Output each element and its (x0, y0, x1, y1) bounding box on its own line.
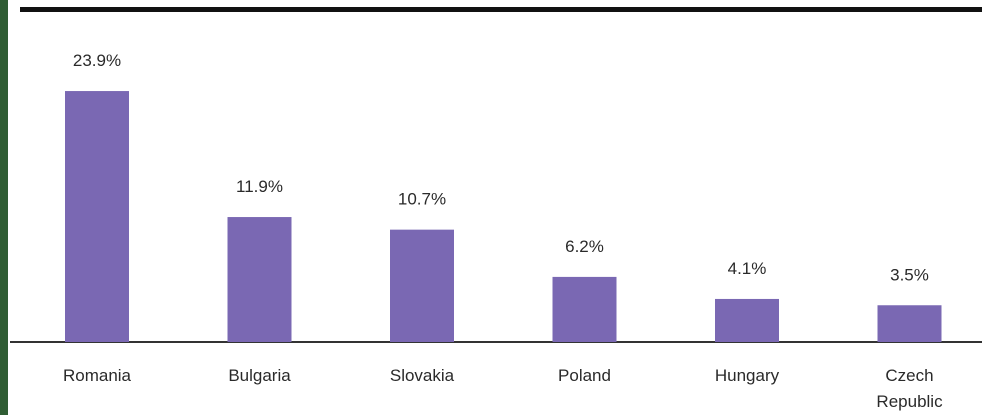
top-band (8, 0, 982, 8)
category-label-line: Slovakia (390, 366, 455, 385)
value-label: 3.5% (890, 265, 929, 284)
category-label-line: Bulgaria (228, 366, 291, 385)
category-label-line: Czech (885, 366, 933, 385)
category-label: Hungary (715, 366, 780, 385)
category-label-line: Poland (558, 366, 611, 385)
category-label: Poland (558, 366, 611, 385)
value-label: 6.2% (565, 237, 604, 256)
bar-slovakia (390, 229, 454, 342)
category-label: Slovakia (390, 366, 455, 385)
category-label-line: Republic (876, 392, 943, 411)
bar-czech-republic (877, 305, 942, 342)
bar-poland (552, 276, 617, 342)
category-label-line: Hungary (715, 366, 780, 385)
category-label: Czech Republic (876, 366, 943, 411)
category-label-line: Romania (63, 366, 132, 385)
bar-hungary (715, 298, 779, 342)
left-border (0, 0, 8, 415)
category-label: Romania (63, 366, 132, 385)
category-label: Bulgaria (228, 366, 291, 385)
value-label: 4.1% (728, 259, 767, 278)
value-label: 11.9% (236, 177, 283, 196)
value-label: 23.9% (73, 51, 121, 70)
value-label: 10.7% (398, 190, 446, 209)
bar-bulgaria (227, 217, 292, 342)
bar-romania (65, 91, 129, 342)
top-rule (20, 7, 982, 12)
